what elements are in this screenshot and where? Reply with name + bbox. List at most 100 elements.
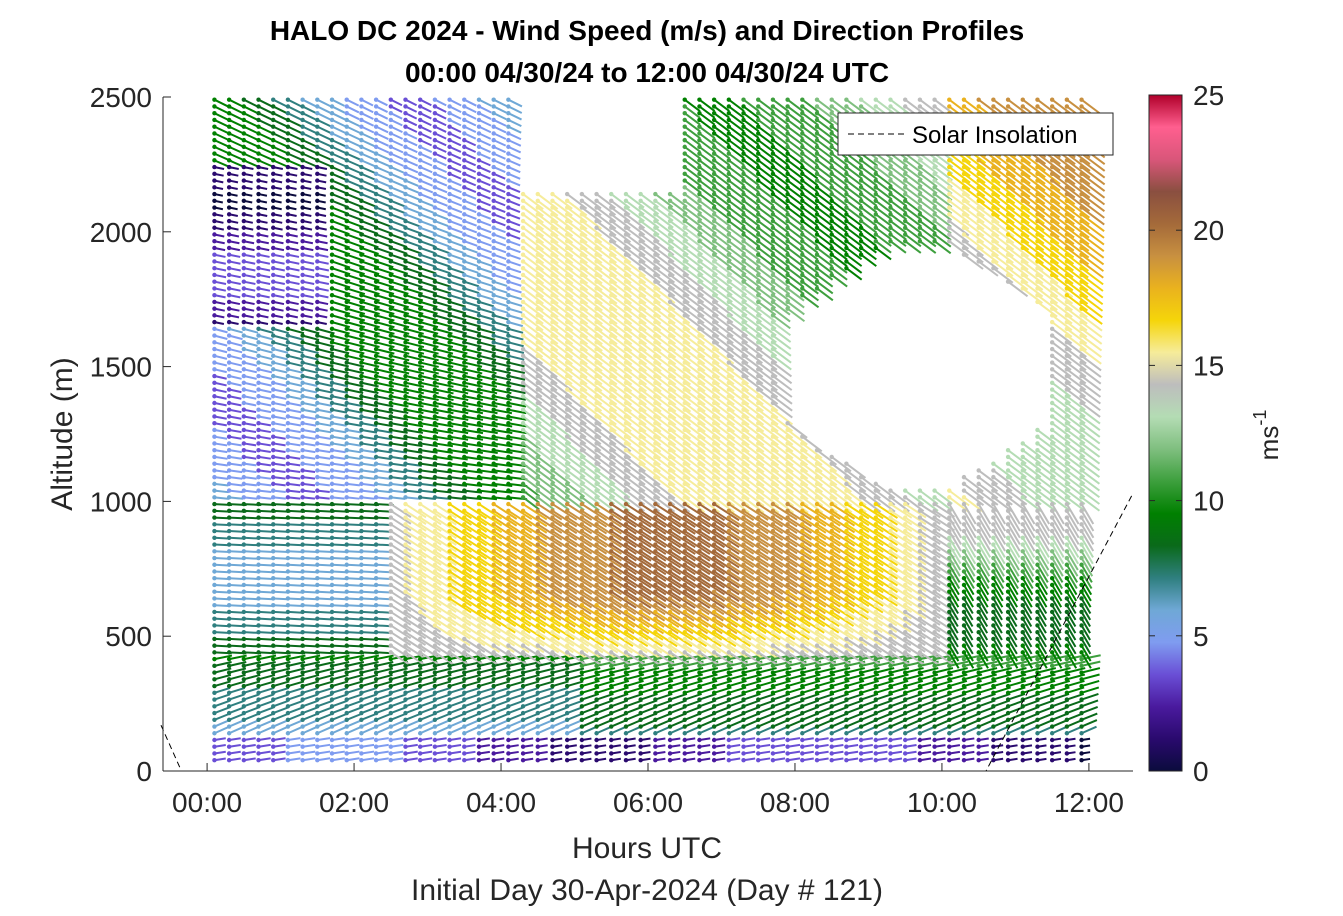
wind-vector-head <box>462 670 467 675</box>
wind-vector-head <box>491 737 496 743</box>
wind-vector-head <box>579 367 585 372</box>
wind-vector <box>449 354 468 362</box>
wind-vector <box>287 680 305 688</box>
wind-vector-head <box>550 589 555 594</box>
wind-vector <box>522 199 544 217</box>
wind-vector-head <box>212 535 217 540</box>
wind-vector-head <box>447 124 452 129</box>
wind-vector-head <box>359 461 364 466</box>
wind-vector <box>390 422 409 428</box>
wind-vector-head <box>520 677 526 682</box>
wind-vector <box>316 139 333 148</box>
wind-vector <box>537 483 556 498</box>
wind-vector <box>478 240 492 247</box>
wind-vector-head <box>417 239 423 244</box>
wind-vector <box>361 206 378 215</box>
wind-vector-head <box>226 117 232 123</box>
wind-vector <box>243 368 258 374</box>
wind-vector-head <box>212 744 217 749</box>
wind-vector-head <box>579 313 585 318</box>
wind-vector-head <box>506 643 511 648</box>
wind-vector-head <box>388 124 394 129</box>
wind-vector <box>522 563 548 581</box>
wind-vector <box>302 388 318 394</box>
wind-vector-head <box>256 340 261 345</box>
wind-vector-head <box>579 265 585 271</box>
wind-vector <box>390 166 405 174</box>
wind-vector <box>478 638 501 653</box>
wind-vector <box>287 402 302 407</box>
wind-vector-head <box>417 501 423 507</box>
wind-vector-head <box>285 158 291 163</box>
wind-vector-head <box>256 252 261 257</box>
wind-vector-head <box>403 717 408 722</box>
wind-vector-head <box>462 191 467 197</box>
wind-vector-head <box>373 596 379 601</box>
wind-vector-head <box>315 286 320 291</box>
wind-vector-head <box>476 306 482 311</box>
wind-vector-head <box>579 656 585 662</box>
wind-vector-head <box>329 144 335 150</box>
wind-vector-head <box>432 164 438 170</box>
wind-vector-head <box>535 367 540 372</box>
wind-vector <box>405 300 424 309</box>
wind-vector-head <box>300 272 305 278</box>
wind-vector-head <box>491 677 496 682</box>
wind-vector <box>376 557 392 560</box>
wind-vector-head <box>447 110 452 116</box>
wind-vector-head <box>432 650 438 655</box>
wind-vector <box>493 469 513 474</box>
wind-vector-head <box>476 340 482 345</box>
wind-vector <box>493 300 509 308</box>
wind-vector-head <box>476 724 482 729</box>
wind-vector <box>287 415 302 420</box>
wind-vector-head <box>506 299 511 305</box>
wind-vector <box>331 422 347 427</box>
wind-vector-head <box>373 717 379 722</box>
wind-vector <box>302 713 318 721</box>
wind-vector-head <box>373 158 379 163</box>
wind-vector <box>449 638 471 653</box>
wind-vector <box>478 354 497 361</box>
wind-vector-head <box>535 616 540 621</box>
wind-vector-head <box>447 576 452 581</box>
wind-vector-head <box>315 245 320 251</box>
wind-vector-head <box>417 212 423 217</box>
wind-vector <box>272 348 289 354</box>
wind-vector-head <box>271 488 276 493</box>
wind-vector <box>449 584 472 600</box>
wind-vector <box>419 361 439 368</box>
wind-vector-head <box>447 447 452 453</box>
wind-vector-head <box>212 683 217 689</box>
wind-vector-head <box>447 650 452 655</box>
wind-vector-head <box>564 495 570 500</box>
wind-vector-head <box>579 414 585 419</box>
wind-vector-head <box>212 427 217 433</box>
wind-vector-head <box>300 340 305 345</box>
wind-vector <box>390 631 412 646</box>
wind-vector-head <box>388 232 394 237</box>
wind-vector-head <box>315 461 320 466</box>
wind-vector-head <box>417 461 423 466</box>
wind-vector-head <box>241 171 247 177</box>
wind-vector <box>375 179 391 188</box>
wind-vector-head <box>344 616 349 621</box>
wind-vector-head <box>271 158 276 163</box>
wind-vector-head <box>417 185 423 190</box>
wind-vector <box>537 638 560 654</box>
wind-vector-head <box>520 751 526 756</box>
wind-vector <box>493 361 511 368</box>
wind-vector <box>302 327 320 335</box>
wind-vector <box>317 368 334 374</box>
wind-vector-head <box>329 373 335 379</box>
wind-vector-head <box>432 717 438 722</box>
wind-vector-head <box>579 643 585 648</box>
wind-vector <box>522 706 538 714</box>
wind-vector-head <box>315 528 320 534</box>
wind-vector-head <box>359 144 364 150</box>
wind-vector-head <box>462 731 467 736</box>
wind-vector <box>302 125 318 135</box>
wind-vector <box>360 132 375 141</box>
wind-vector-head <box>212 232 217 237</box>
wind-vector <box>390 550 412 566</box>
